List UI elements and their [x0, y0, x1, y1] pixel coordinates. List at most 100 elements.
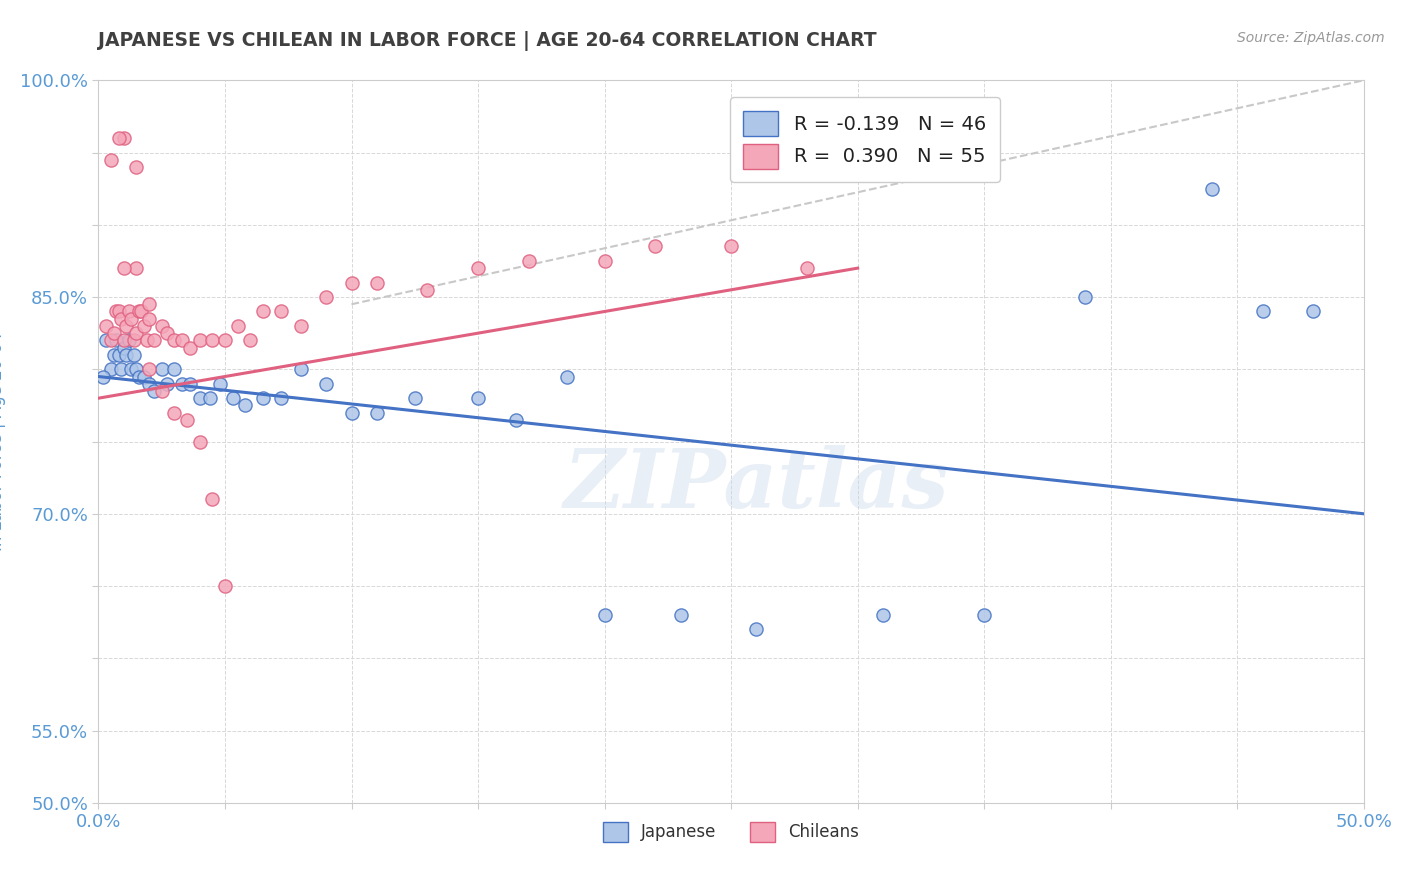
Point	[1074, 290, 1097, 304]
Point	[131, 304, 153, 318]
Text: Source: ZipAtlas.com: Source: ZipAtlas.com	[1237, 31, 1385, 45]
Point	[105, 334, 128, 348]
Point	[208, 376, 231, 391]
Legend: Japanese, Chileans: Japanese, Chileans	[596, 815, 866, 848]
Point	[201, 334, 224, 348]
Point	[270, 304, 292, 318]
Point	[796, 261, 818, 276]
Point	[125, 362, 148, 376]
Y-axis label: In Labor Force | Age 20-64: In Labor Force | Age 20-64	[0, 332, 6, 551]
Point	[290, 318, 312, 333]
Point	[1251, 304, 1274, 318]
Point	[135, 334, 157, 348]
Point	[416, 283, 439, 297]
Point	[112, 131, 135, 145]
Point	[115, 318, 138, 333]
Point	[467, 391, 489, 405]
Point	[188, 334, 211, 348]
Point	[120, 311, 142, 326]
Point	[156, 376, 179, 391]
Point	[270, 391, 292, 405]
Point	[214, 334, 236, 348]
Point	[745, 623, 768, 637]
Point	[176, 413, 198, 427]
Point	[1302, 304, 1324, 318]
Point	[138, 311, 160, 326]
Point	[132, 369, 155, 384]
Point	[138, 362, 160, 376]
Point	[112, 261, 135, 276]
Point	[103, 326, 125, 341]
Point	[340, 406, 363, 420]
Point	[150, 362, 173, 376]
Point	[188, 391, 211, 405]
Point	[112, 334, 135, 348]
Point	[105, 304, 128, 318]
Point	[125, 326, 148, 341]
Point	[163, 406, 186, 420]
Point	[100, 334, 122, 348]
Point	[94, 318, 117, 333]
Point	[505, 413, 527, 427]
Point	[179, 376, 201, 391]
Point	[122, 334, 145, 348]
Point	[103, 348, 125, 362]
Point	[163, 362, 186, 376]
Point	[132, 318, 155, 333]
Point	[233, 398, 256, 412]
Point	[644, 239, 666, 253]
Text: JAPANESE VS CHILEAN IN LABOR FORCE | AGE 20-64 CORRELATION CHART: JAPANESE VS CHILEAN IN LABOR FORCE | AGE…	[98, 31, 877, 51]
Point	[143, 384, 166, 398]
Point	[517, 254, 540, 268]
Point	[315, 376, 337, 391]
Point	[973, 607, 995, 622]
Point	[93, 369, 115, 384]
Point	[125, 261, 148, 276]
Point	[221, 391, 243, 405]
Point	[120, 362, 142, 376]
Point	[720, 239, 742, 253]
Point	[128, 369, 150, 384]
Point	[555, 369, 578, 384]
Point	[669, 607, 692, 622]
Point	[143, 334, 166, 348]
Point	[1201, 181, 1223, 195]
Point	[163, 334, 186, 348]
Point	[315, 290, 337, 304]
Point	[179, 341, 201, 355]
Point	[110, 362, 132, 376]
Point	[290, 362, 312, 376]
Point	[214, 579, 236, 593]
Point	[128, 304, 150, 318]
Point	[593, 607, 616, 622]
Point	[188, 434, 211, 449]
Point	[593, 254, 616, 268]
Point	[150, 384, 173, 398]
Point	[201, 492, 224, 507]
Point	[404, 391, 426, 405]
Point	[107, 348, 129, 362]
Point	[170, 376, 193, 391]
Text: ZIPatlas: ZIPatlas	[564, 445, 949, 524]
Point	[118, 304, 141, 318]
Point	[107, 131, 129, 145]
Point	[226, 318, 249, 333]
Point	[156, 326, 179, 341]
Point	[100, 362, 122, 376]
Point	[107, 304, 129, 318]
Point	[115, 348, 138, 362]
Point	[138, 297, 160, 311]
Point	[198, 391, 221, 405]
Point	[112, 341, 135, 355]
Point	[110, 311, 132, 326]
Point	[872, 607, 894, 622]
Point	[252, 391, 274, 405]
Point	[122, 348, 145, 362]
Point	[366, 276, 388, 290]
Point	[125, 160, 148, 174]
Point	[340, 276, 363, 290]
Point	[467, 261, 489, 276]
Point	[94, 334, 117, 348]
Point	[252, 304, 274, 318]
Point	[138, 376, 160, 391]
